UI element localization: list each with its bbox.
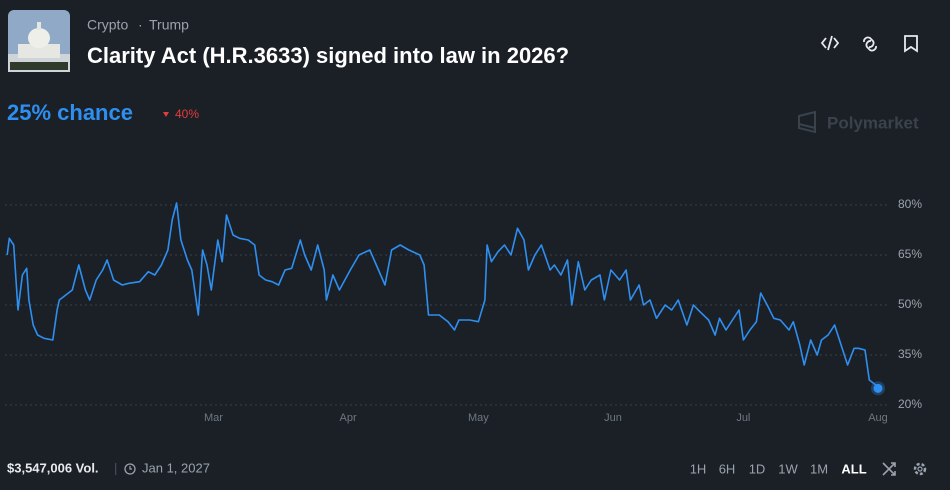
end-date: Jan 1, 2027 xyxy=(142,460,210,475)
x-tick-label: Apr xyxy=(340,412,357,424)
shuffle-icon[interactable] xyxy=(882,462,896,476)
x-tick-label: Mar xyxy=(204,412,223,424)
end-point xyxy=(873,383,883,393)
price-line xyxy=(6,202,879,389)
settings-icon[interactable] xyxy=(913,462,927,476)
chance: 25% chance xyxy=(7,100,133,125)
range-button[interactable]: ALL xyxy=(841,461,866,476)
embed-icon[interactable] xyxy=(820,35,840,51)
range-button[interactable]: 6H xyxy=(719,461,736,476)
link-icon[interactable] xyxy=(863,36,877,52)
range-button[interactable]: 1M xyxy=(810,461,828,476)
range-selector: 1H 6H 1D 1W 1M ALL xyxy=(690,461,867,476)
down-arrow xyxy=(163,112,169,117)
change: 40% xyxy=(175,107,199,121)
volume: $3,547,006 Vol. xyxy=(7,460,99,475)
clock-icon xyxy=(124,463,136,475)
brand-logo xyxy=(798,110,816,134)
range-button[interactable]: 1H xyxy=(690,461,707,476)
brand: Polymarket xyxy=(827,113,919,132)
bookmark-icon[interactable] xyxy=(904,35,918,53)
thumbnail xyxy=(8,10,70,72)
range-button[interactable]: 1W xyxy=(778,461,798,476)
x-tick-label: Jun xyxy=(604,412,622,424)
x-tick-label: May xyxy=(468,412,489,424)
separator: · xyxy=(138,17,143,33)
y-tick-label: 20% xyxy=(898,397,922,411)
title: Clarity Act (H.R.3633) signed into law i… xyxy=(87,43,569,68)
x-tick-label: Jul xyxy=(736,412,750,424)
y-tick-label: 50% xyxy=(898,297,922,311)
x-tick-label: Aug xyxy=(868,412,888,424)
chart: 20% 35% 50% 65% 80% Mar Apr May Jun Jul Aug xyxy=(5,197,922,424)
clock-hand xyxy=(129,466,132,470)
tag[interactable]: Trump xyxy=(149,17,189,33)
header-icons xyxy=(820,35,918,53)
tag[interactable]: Crypto xyxy=(87,17,128,33)
divider: | xyxy=(114,460,117,475)
range-button[interactable]: 1D xyxy=(749,461,766,476)
y-tick-label: 65% xyxy=(898,247,922,261)
settings-core xyxy=(917,466,923,472)
y-tick-label: 80% xyxy=(898,197,922,211)
y-tick-label: 35% xyxy=(898,347,922,361)
